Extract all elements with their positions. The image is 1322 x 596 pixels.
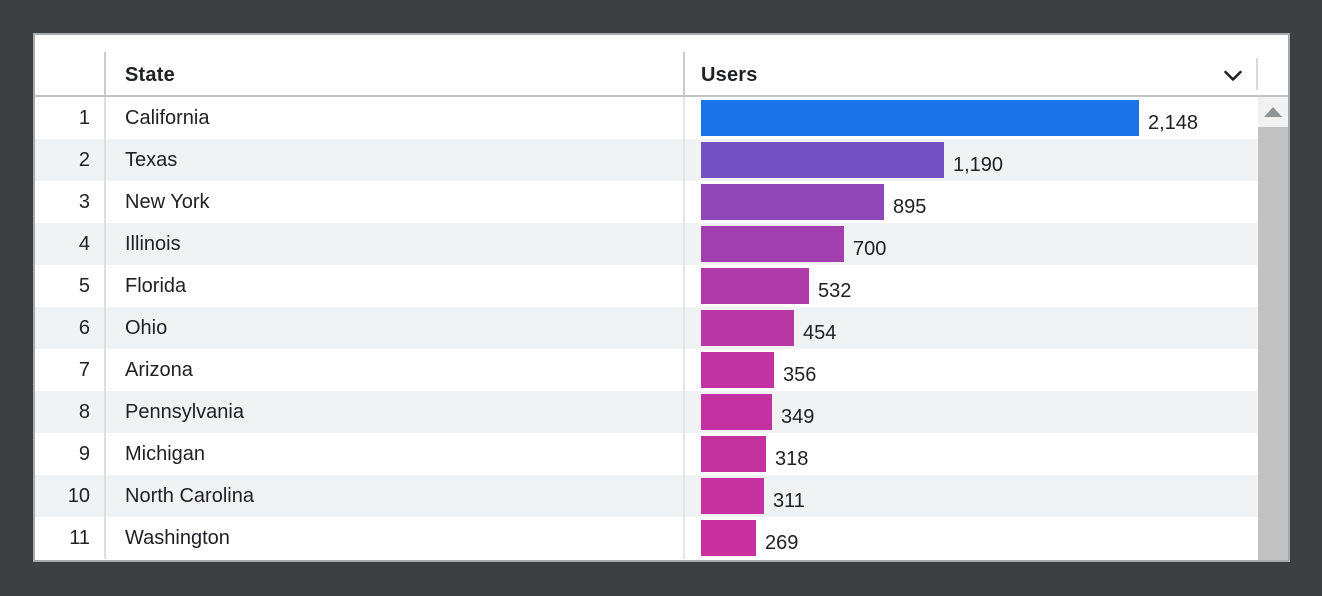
- users-value-label: 895: [893, 196, 927, 218]
- users-value-label: 454: [803, 322, 837, 344]
- users-cell: 454: [683, 307, 1258, 349]
- users-bar: [701, 226, 844, 262]
- scroll-up-arrow-icon: [1264, 107, 1282, 117]
- state-label: Ohio: [125, 316, 168, 339]
- table-row: 8 Pennsylvania 349: [35, 391, 1258, 433]
- users-bar: [701, 478, 764, 514]
- state-cell: Pennsylvania: [104, 391, 683, 433]
- header-column-divider: [1256, 58, 1258, 90]
- column-header-state-label: State: [125, 63, 175, 86]
- row-index: 9: [78, 442, 90, 465]
- users-value-label: 2,148: [1148, 112, 1199, 134]
- table-row: 5 Florida 532: [35, 265, 1258, 307]
- users-bar: [701, 184, 884, 220]
- data-table-card: State Users 1 California 2,148 2 Texas 1…: [33, 33, 1290, 562]
- users-cell: 700: [683, 223, 1258, 265]
- table-row: 7 Arizona 356: [35, 349, 1258, 391]
- users-value-label: 269: [765, 532, 799, 554]
- table-row: 2 Texas 1,190: [35, 139, 1258, 181]
- row-index: 5: [78, 274, 90, 297]
- state-label: Texas: [125, 148, 178, 171]
- users-value-label: 318: [775, 448, 809, 470]
- users-bar: [701, 436, 766, 472]
- header-column-divider: [683, 52, 685, 95]
- users-bar: [701, 394, 772, 430]
- table-row: 11 Washington 269: [35, 517, 1258, 559]
- state-label: Florida: [125, 274, 187, 297]
- row-index: 8: [78, 400, 90, 423]
- table-row: 9 Michigan 318: [35, 433, 1258, 475]
- state-label: Arizona: [125, 358, 193, 381]
- column-header-users[interactable]: Users: [683, 35, 1258, 95]
- state-cell: New York: [104, 181, 683, 223]
- row-index: 1: [78, 106, 90, 129]
- row-index: 7: [78, 358, 90, 381]
- state-cell: California: [104, 97, 683, 139]
- users-bar: [701, 100, 1139, 136]
- state-label: Pennsylvania: [125, 400, 244, 423]
- users-bar: [701, 310, 794, 346]
- row-index: 4: [78, 232, 90, 255]
- state-cell: North Carolina: [104, 475, 683, 517]
- row-index: 3: [78, 190, 90, 213]
- users-cell: 1,190: [683, 139, 1258, 181]
- users-value-label: 349: [781, 406, 815, 428]
- state-cell: Ohio: [104, 307, 683, 349]
- table-row: 1 California 2,148: [35, 97, 1258, 139]
- state-cell: Texas: [104, 139, 683, 181]
- users-value-label: 356: [783, 364, 817, 386]
- users-cell: 356: [683, 349, 1258, 391]
- state-label: Illinois: [125, 232, 181, 255]
- users-value-label: 311: [773, 490, 805, 512]
- users-bar: [701, 268, 809, 304]
- header-column-divider: [104, 52, 106, 95]
- table-header: State Users: [35, 35, 1258, 95]
- state-label: New York: [125, 190, 210, 213]
- table-row: 4 Illinois 700: [35, 223, 1258, 265]
- table-row: 10 North Carolina 311: [35, 475, 1258, 517]
- users-bar: [701, 142, 944, 178]
- users-cell: 269: [683, 517, 1258, 559]
- users-value-label: 700: [853, 238, 887, 260]
- state-label: California: [125, 106, 210, 129]
- row-index: 10: [67, 484, 90, 507]
- column-header-users-label: Users: [701, 63, 758, 86]
- state-label: Michigan: [125, 442, 206, 465]
- scrollbar-thumb[interactable]: [1258, 127, 1288, 560]
- users-cell: 349: [683, 391, 1258, 433]
- users-cell: 318: [683, 433, 1258, 475]
- users-bar: [701, 352, 774, 388]
- state-cell: Arizona: [104, 349, 683, 391]
- users-value-label: 532: [818, 280, 852, 302]
- scroll-up-button[interactable]: [1258, 97, 1288, 127]
- table-row: 3 New York 895: [35, 181, 1258, 223]
- chevron-down-icon[interactable]: [1221, 64, 1245, 88]
- state-cell: Michigan: [104, 433, 683, 475]
- state-cell: Illinois: [104, 223, 683, 265]
- table-row: 6 Ohio 454: [35, 307, 1258, 349]
- row-index: 2: [78, 148, 90, 171]
- users-cell: 895: [683, 181, 1258, 223]
- users-bar: [701, 520, 756, 556]
- row-index: 11: [69, 526, 90, 549]
- users-cell: 532: [683, 265, 1258, 307]
- state-label: North Carolina: [125, 484, 254, 507]
- users-cell: 2,148: [683, 97, 1258, 139]
- state-cell: Washington: [104, 517, 683, 559]
- header-bottom-border: [35, 95, 1288, 97]
- state-cell: Florida: [104, 265, 683, 307]
- column-header-state[interactable]: State: [104, 35, 683, 95]
- users-cell: 311: [683, 475, 1258, 517]
- table-body: 1 California 2,148 2 Texas 1,190 3 New Y…: [35, 97, 1258, 560]
- row-index: 6: [78, 316, 90, 339]
- state-label: Washington: [125, 526, 230, 549]
- vertical-scrollbar[interactable]: [1258, 97, 1288, 560]
- column-header-index: [35, 35, 104, 95]
- users-value-label: 1,190: [953, 154, 1004, 176]
